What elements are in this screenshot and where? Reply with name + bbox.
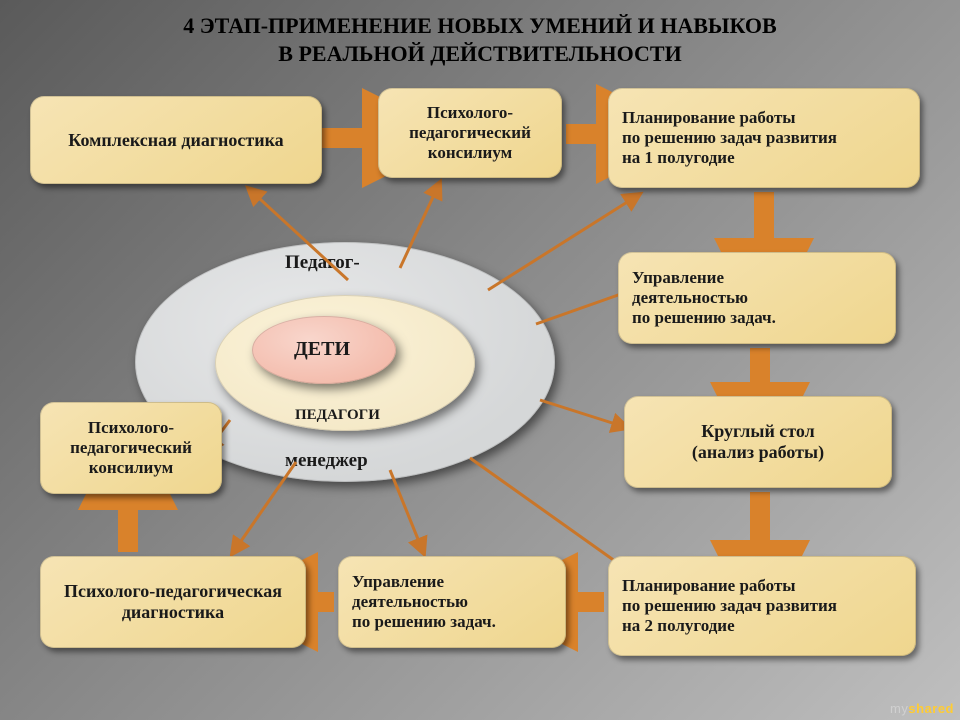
box-b7: Управлениедеятельностьюпо решению задач. [338,556,566,648]
box-b7-text: Управлениедеятельностьюпо решению задач. [352,572,552,632]
box-b3: Планирование работыпо решению задач разв… [608,88,920,188]
box-b4-text: Управлениедеятельностьюпо решению задач. [632,268,882,328]
watermark-a: my [890,701,908,716]
box-b8: Психолого-педагогическаядиагностика [40,556,306,648]
watermark-b: shared [908,701,954,716]
page-title: 4 ЭТАП-ПРИМЕНЕНИЕ НОВЫХ УМЕНИЙ И НАВЫКОВ… [0,12,960,67]
ellipse-outer-label-top: Педагог- [285,252,360,274]
box-b3-text: Планирование работыпо решению задач разв… [622,108,906,168]
box-b1: Комплексная диагностика [30,96,322,184]
box-b5-text: Круглый стол(анализ работы) [638,421,878,463]
title-line2: В РЕАЛЬНОЙ ДЕЙСТВИТЕЛЬНОСТИ [278,41,681,66]
ellipse-inner-label: ДЕТИ [294,338,350,361]
box-b1-text: Комплексная диагностика [44,130,308,151]
thin-arrow [540,400,628,428]
thin-arrow [390,470,424,554]
box-b9-text: Психолого-педагогическийконсилиум [54,418,208,478]
box-b6-text: Планирование работыпо решению задач разв… [622,576,902,636]
watermark: myshared [890,701,954,716]
title-line1: 4 ЭТАП-ПРИМЕНЕНИЕ НОВЫХ УМЕНИЙ И НАВЫКОВ [183,13,776,38]
ellipse-outer-label-bottom: менеджер [285,450,368,472]
box-b5: Круглый стол(анализ работы) [624,396,892,488]
box-b2-text: Психолого-педагогическийконсилиум [392,103,548,163]
box-b8-text: Психолого-педагогическаядиагностика [54,581,292,623]
ellipse-mid-label: ПЕДАГОГИ [295,407,380,424]
box-b9: Психолого-педагогическийконсилиум [40,402,222,494]
box-b4: Управлениедеятельностьюпо решению задач. [618,252,896,344]
box-b2: Психолого-педагогическийконсилиум [378,88,562,178]
box-b6: Планирование работыпо решению задач разв… [608,556,916,656]
